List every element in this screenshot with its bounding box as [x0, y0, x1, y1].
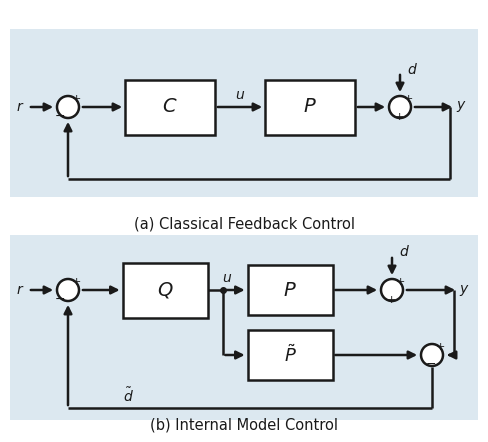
Text: $r$: $r$: [16, 283, 24, 297]
Text: (a) Classical Feedback Control: (a) Classical Feedback Control: [134, 217, 354, 232]
Text: +: +: [71, 94, 81, 104]
Bar: [125, 80, 215, 134]
Circle shape: [381, 279, 403, 301]
Text: −: −: [55, 293, 65, 305]
Text: −: −: [426, 358, 436, 370]
Text: +: +: [394, 112, 404, 122]
Text: $u$: $u$: [223, 271, 233, 285]
Text: −: −: [55, 110, 65, 122]
Text: $r$: $r$: [16, 100, 24, 114]
Text: $y$: $y$: [456, 99, 467, 114]
Text: $\tilde{d}$: $\tilde{d}$: [122, 387, 133, 405]
Text: +: +: [386, 295, 396, 305]
Circle shape: [57, 96, 79, 118]
Text: +: +: [403, 94, 413, 104]
Text: $\tilde{P}$: $\tilde{P}$: [284, 344, 296, 366]
Text: $C$: $C$: [162, 98, 178, 117]
Circle shape: [421, 344, 443, 366]
Text: +: +: [395, 277, 405, 287]
Text: +: +: [435, 342, 445, 352]
Bar: [265, 80, 355, 134]
Text: $y$: $y$: [459, 282, 469, 297]
Text: $Q$: $Q$: [157, 280, 173, 300]
Text: $u$: $u$: [235, 88, 245, 102]
Bar: [122, 263, 207, 317]
Bar: [247, 265, 332, 315]
Text: $d$: $d$: [407, 61, 417, 76]
Bar: [10, 29, 478, 197]
Circle shape: [57, 279, 79, 301]
Bar: [10, 235, 478, 420]
Text: $P$: $P$: [283, 281, 297, 300]
Circle shape: [389, 96, 411, 118]
Text: $d$: $d$: [399, 244, 409, 259]
Bar: [247, 330, 332, 380]
Text: $P$: $P$: [303, 98, 317, 117]
Text: (b) Internal Model Control: (b) Internal Model Control: [150, 417, 338, 432]
Text: +: +: [71, 277, 81, 287]
